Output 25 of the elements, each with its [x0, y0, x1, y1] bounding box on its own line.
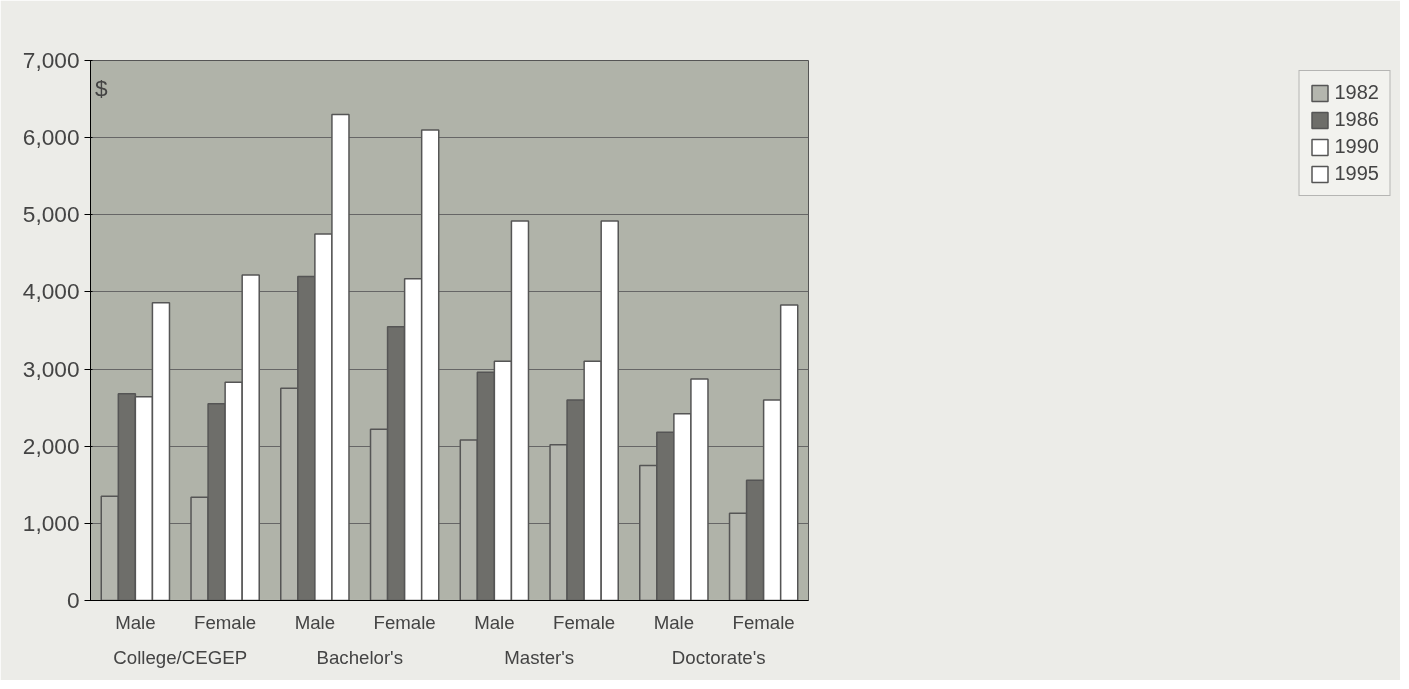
x-tick-label: Male: [474, 611, 515, 633]
y-tick-label: 2,000: [22, 432, 80, 459]
legend-label: 1986: [1334, 108, 1379, 131]
y-tick-label: 5,000: [22, 201, 80, 228]
legend-label: 1990: [1334, 135, 1379, 158]
y-tick-label: 0: [66, 587, 80, 613]
x-tick-label: Male: [115, 611, 156, 633]
text: Doctorate's: [671, 646, 766, 668]
y-tick-label: 7,000: [22, 47, 80, 73]
x-tick-label: Male: [294, 611, 336, 633]
text: Master's: [504, 646, 575, 668]
y-tick-label: 3,000: [22, 355, 80, 382]
text: College/CEGEP: [113, 646, 248, 668]
x-tick-label: Female: [373, 611, 436, 633]
x-tick-label: Male: [653, 611, 695, 633]
legend-label: 1995: [1334, 162, 1379, 185]
text: Bachelor's: [316, 646, 404, 668]
y-tick-label: 6,000: [22, 124, 80, 151]
x-tick-label: Female: [553, 611, 616, 633]
y-tick-label: 1,000: [22, 509, 80, 536]
y-axis-title: $: [94, 74, 108, 101]
x-tick-label: Female: [194, 611, 257, 633]
x-tick-label: Female: [732, 611, 795, 633]
legend-label: 1982: [1334, 81, 1379, 104]
y-tick-label: 4,000: [22, 278, 80, 305]
